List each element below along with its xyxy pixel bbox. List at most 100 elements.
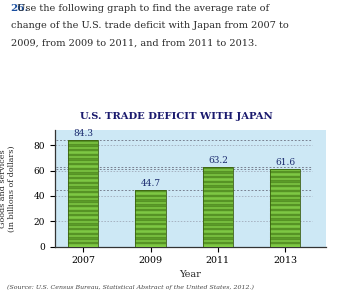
- Bar: [270, 180, 300, 183]
- Bar: [68, 142, 98, 144]
- Bar: [136, 202, 166, 204]
- Bar: [68, 163, 98, 165]
- Bar: [136, 232, 166, 235]
- Bar: [203, 192, 233, 195]
- Bar: [68, 200, 98, 203]
- Bar: [203, 218, 233, 221]
- Bar: [270, 235, 300, 237]
- Bar: [136, 197, 166, 199]
- Bar: [68, 193, 98, 196]
- Bar: [203, 199, 233, 202]
- Bar: [270, 221, 300, 223]
- Bar: [68, 140, 98, 142]
- Bar: [270, 213, 300, 216]
- Bar: [136, 237, 166, 240]
- Bar: [203, 240, 233, 242]
- Bar: [68, 158, 98, 161]
- Bar: [68, 221, 98, 223]
- Bar: [203, 202, 233, 204]
- Bar: [203, 211, 233, 214]
- Bar: [136, 216, 166, 218]
- Bar: [68, 177, 98, 179]
- Bar: [203, 169, 233, 171]
- X-axis label: Year: Year: [179, 270, 201, 279]
- Bar: [270, 168, 300, 247]
- Bar: [203, 183, 233, 185]
- Bar: [68, 161, 98, 163]
- Bar: [203, 209, 233, 211]
- Bar: [270, 202, 300, 204]
- Bar: [136, 190, 166, 192]
- Bar: [68, 210, 98, 212]
- Bar: [270, 178, 300, 180]
- Bar: [68, 172, 98, 175]
- Bar: [203, 237, 233, 240]
- Text: (Source: U.S. Census Bureau, Statistical Abstract of the United States, 2012.): (Source: U.S. Census Bureau, Statistical…: [7, 284, 254, 290]
- Bar: [68, 207, 98, 210]
- Text: Goods and services
(in billions of dollars): Goods and services (in billions of dolla…: [0, 145, 16, 232]
- Bar: [68, 189, 98, 191]
- Text: Use the following graph to find the average rate of: Use the following graph to find the aver…: [11, 4, 269, 13]
- Bar: [68, 230, 98, 233]
- Bar: [136, 195, 166, 197]
- Bar: [68, 147, 98, 149]
- Bar: [68, 205, 98, 207]
- Bar: [203, 230, 233, 233]
- Bar: [270, 185, 300, 187]
- Bar: [68, 168, 98, 170]
- Bar: [68, 182, 98, 184]
- Bar: [136, 221, 166, 223]
- Bar: [203, 195, 233, 197]
- Bar: [68, 228, 98, 230]
- Bar: [270, 232, 300, 235]
- Bar: [68, 235, 98, 237]
- Bar: [136, 192, 166, 195]
- Bar: [203, 166, 233, 247]
- Bar: [68, 149, 98, 151]
- Bar: [68, 212, 98, 214]
- Bar: [270, 240, 300, 242]
- Bar: [68, 233, 98, 235]
- Bar: [270, 218, 300, 221]
- Bar: [136, 228, 166, 230]
- Bar: [270, 206, 300, 209]
- Bar: [68, 154, 98, 156]
- Text: 61.6: 61.6: [275, 158, 295, 167]
- Text: 84.3: 84.3: [73, 129, 93, 138]
- Bar: [270, 209, 300, 211]
- Bar: [203, 216, 233, 218]
- Text: change of the U.S. trade deficit with Japan from 2007 to: change of the U.S. trade deficit with Ja…: [11, 21, 288, 30]
- Bar: [136, 244, 166, 247]
- Bar: [136, 206, 166, 209]
- Bar: [203, 223, 233, 225]
- Bar: [68, 237, 98, 240]
- Bar: [136, 214, 166, 216]
- Bar: [270, 171, 300, 173]
- Bar: [136, 218, 166, 221]
- Bar: [68, 151, 98, 154]
- Bar: [68, 196, 98, 198]
- Bar: [136, 211, 166, 214]
- Bar: [136, 223, 166, 225]
- Bar: [203, 221, 233, 223]
- Bar: [203, 176, 233, 178]
- Bar: [203, 225, 233, 228]
- Bar: [136, 204, 166, 206]
- Bar: [270, 237, 300, 240]
- Bar: [270, 244, 300, 247]
- Bar: [68, 214, 98, 216]
- Bar: [203, 173, 233, 176]
- Bar: [68, 156, 98, 158]
- Bar: [203, 178, 233, 181]
- Bar: [136, 240, 166, 242]
- Bar: [270, 204, 300, 206]
- Bar: [270, 183, 300, 185]
- Bar: [68, 198, 98, 200]
- Bar: [68, 175, 98, 177]
- Bar: [270, 197, 300, 199]
- Bar: [270, 176, 300, 178]
- Bar: [203, 228, 233, 230]
- Bar: [203, 171, 233, 173]
- Bar: [136, 225, 166, 228]
- Bar: [136, 230, 166, 232]
